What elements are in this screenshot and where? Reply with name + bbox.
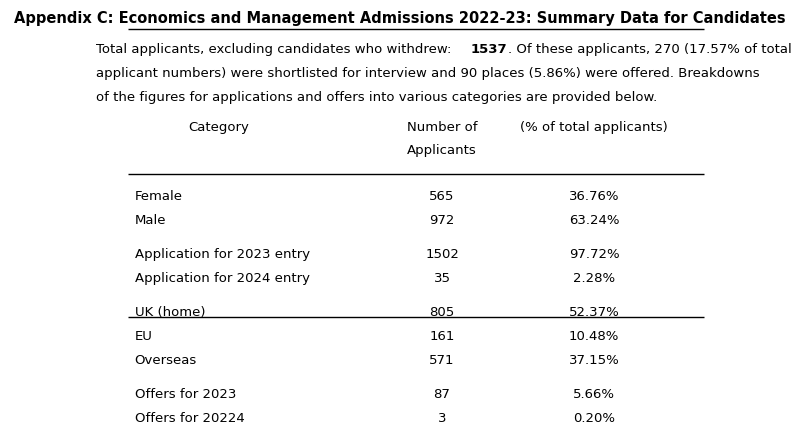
Text: 2.28%: 2.28%: [573, 272, 615, 285]
Text: Male: Male: [135, 214, 166, 227]
Text: 0.20%: 0.20%: [573, 412, 615, 425]
Text: 10.48%: 10.48%: [569, 330, 619, 343]
Text: EU: EU: [135, 330, 152, 343]
Text: Female: Female: [135, 190, 183, 203]
Text: Offers for 2023: Offers for 2023: [135, 388, 236, 401]
Text: UK (home): UK (home): [135, 306, 205, 319]
Text: 1537: 1537: [470, 43, 507, 56]
Text: 1502: 1502: [425, 248, 459, 261]
Text: 571: 571: [429, 354, 455, 367]
Text: (% of total applicants): (% of total applicants): [520, 121, 668, 134]
Text: . Of these applicants, 270 (17.57% of total: . Of these applicants, 270 (17.57% of to…: [508, 43, 792, 56]
Text: 3: 3: [438, 412, 446, 425]
Text: 565: 565: [429, 190, 455, 203]
Text: Number of: Number of: [407, 121, 477, 134]
Text: 36.76%: 36.76%: [569, 190, 619, 203]
Text: 35: 35: [434, 272, 451, 285]
Text: 5.66%: 5.66%: [573, 388, 615, 401]
Text: 37.15%: 37.15%: [569, 354, 619, 367]
Text: 805: 805: [429, 306, 455, 319]
Text: 63.24%: 63.24%: [569, 214, 619, 227]
Text: Category: Category: [188, 121, 249, 134]
Text: Applicants: Applicants: [407, 144, 477, 157]
Text: 52.37%: 52.37%: [569, 306, 619, 319]
Text: Offers for 20224: Offers for 20224: [135, 412, 245, 425]
Text: Total applicants, excluding candidates who withdrew:: Total applicants, excluding candidates w…: [96, 43, 456, 56]
Text: Application for 2023 entry: Application for 2023 entry: [135, 248, 310, 261]
Text: 97.72%: 97.72%: [569, 248, 619, 261]
Text: 87: 87: [434, 388, 451, 401]
Text: applicant numbers) were shortlisted for interview and 90 places (5.86%) were off: applicant numbers) were shortlisted for …: [96, 67, 759, 80]
Text: Application for 2024 entry: Application for 2024 entry: [135, 272, 310, 285]
Text: Overseas: Overseas: [135, 354, 197, 367]
Text: 161: 161: [429, 330, 455, 343]
Text: 972: 972: [429, 214, 455, 227]
Text: Appendix C: Economics and Management Admissions 2022-23: Summary Data for Candid: Appendix C: Economics and Management Adm…: [14, 11, 786, 26]
Text: of the figures for applications and offers into various categories are provided : of the figures for applications and offe…: [96, 91, 657, 104]
